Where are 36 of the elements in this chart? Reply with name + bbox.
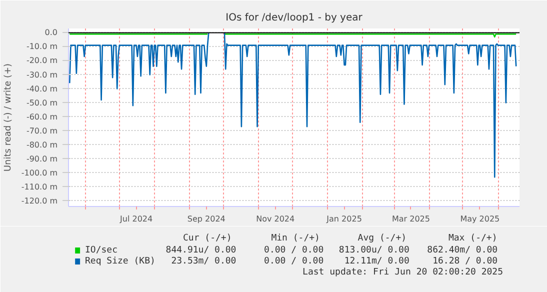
y-tick-label: -110.0 m [21,182,58,192]
text: Cur (-/+) [182,234,232,244]
text: Last update: Fri Jun 20 02:00:20 2025 [302,268,504,278]
text: 23.53m/ 0.00 [171,256,236,266]
y-tick-label: -10.0 m [26,42,58,52]
y-tick-label: -50.0 m [26,98,58,108]
y-tick-label: -80.0 m [26,140,58,150]
text: Max (-/+) [448,234,498,244]
x-tick-label: Nov 2024 [256,214,295,224]
y-tick-label: -60.0 m [26,112,58,122]
legend-label: IO/sec [84,246,118,256]
text: 844.91u/ 0.00 [166,246,236,256]
y-tick-label: -40.0 m [26,84,58,94]
y-tick-label: -30.0 m [26,70,58,80]
y-tick-label: -70.0 m [26,126,58,136]
y-tick-label: -20.0 m [26,56,58,66]
y-tick-label: -100.0 m [21,168,58,178]
y-axis-title: Units read (-) / write (+) [3,63,14,172]
y-tick-label: -120.0 m [21,196,58,206]
x-tick-label: Jul 2024 [119,214,153,224]
x-tick-label: May 2025 [460,214,500,224]
y-tick-label: -90.0 m [26,154,58,164]
text: 16.28 / 0.00 [432,256,498,266]
text: 862.40m/ 0.00 [427,246,498,256]
text: Min (-/+) [271,234,320,244]
text: 0.00 / 0.00 [264,256,324,266]
text: 813.00u/ 0.00 [338,246,410,256]
x-tick-label: Sep 2024 [187,214,226,224]
x-tick-label: Mar 2025 [392,214,430,224]
y-tick-label: 0.0 [44,28,58,38]
legend-label: Req Size (KB) [84,256,156,266]
text: 12.11m/ 0.00 [344,256,410,266]
x-tick-label: Jan 2025 [326,214,362,224]
text: 0.00 / 0.00 [264,246,324,256]
text: Avg (-/+) [358,234,407,244]
chart-title: IOs for /dev/loop1 - by year [226,12,364,24]
